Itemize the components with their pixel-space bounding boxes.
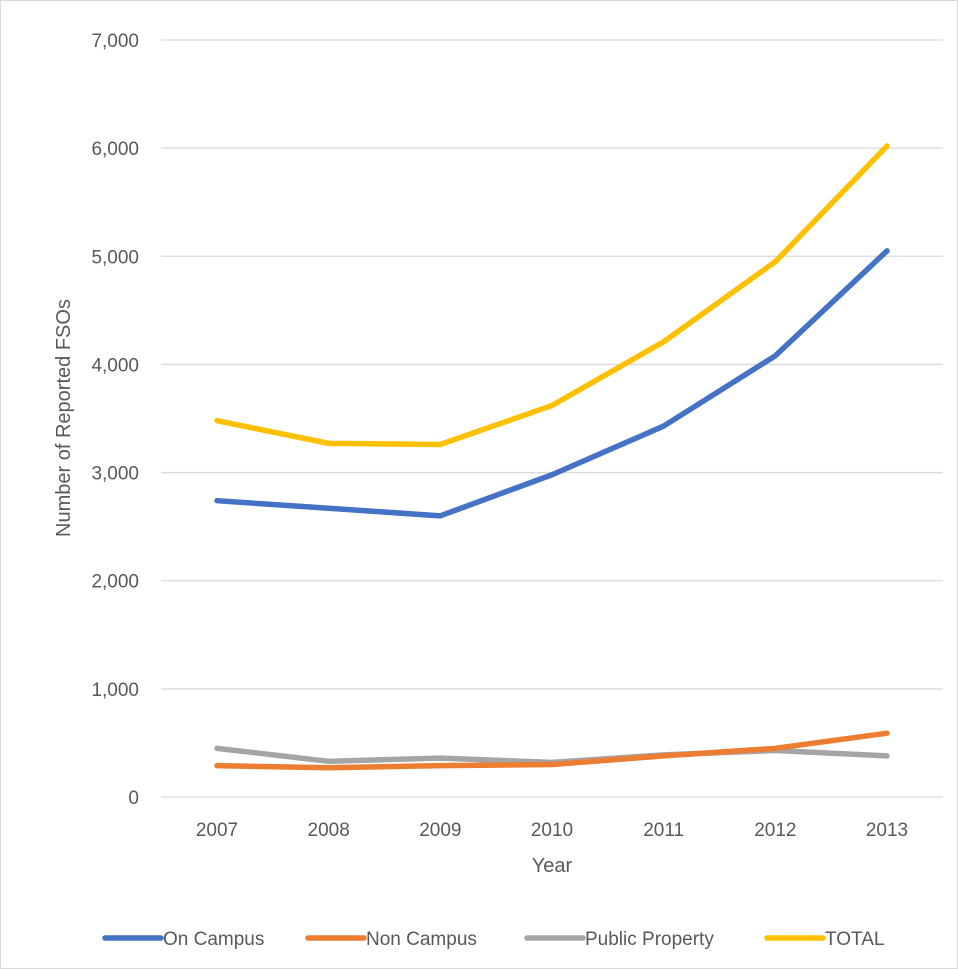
legend-label-on-campus: On Campus xyxy=(163,929,264,950)
legend-label-public-property: Public Property xyxy=(585,929,714,950)
y-tick-label: 6,000 xyxy=(91,139,139,160)
series-line-public-property xyxy=(214,745,890,766)
y-tick-label: 1,000 xyxy=(91,680,139,701)
y-tick-label: 5,000 xyxy=(91,247,139,268)
series-line-non-campus xyxy=(214,730,890,771)
x-tick-label: 2013 xyxy=(866,820,908,841)
y-tick-label: 2,000 xyxy=(91,572,139,593)
x-axis-title: Year xyxy=(532,855,573,877)
legend-label-non-campus: Non Campus xyxy=(366,929,477,950)
series-line-total xyxy=(214,143,890,448)
legend-label-total: TOTAL xyxy=(825,929,884,950)
series-line-on-campus xyxy=(214,248,890,519)
gridlines xyxy=(161,39,943,798)
y-tick-label: 7,000 xyxy=(91,31,139,52)
x-tick-label: 2008 xyxy=(308,820,350,841)
series-lines xyxy=(214,143,890,771)
x-tick-label: 2007 xyxy=(196,820,238,841)
y-tick-label: 0 xyxy=(128,788,139,809)
y-tick-label: 3,000 xyxy=(91,464,139,485)
x-axis-ticks: 2007 2008 2009 2010 2011 2012 2013 xyxy=(196,820,908,841)
legend: On Campus Non Campus Public Property TOTAL xyxy=(102,929,884,950)
y-axis-ticks: 0 1,000 2,000 3,000 4,000 5,000 6,000 7,000 xyxy=(91,31,139,809)
x-tick-label: 2011 xyxy=(643,820,684,841)
x-tick-label: 2009 xyxy=(419,820,461,841)
x-tick-label: 2010 xyxy=(531,820,573,841)
y-tick-label: 4,000 xyxy=(91,355,139,376)
y-axis-title: Number of Reported FSOs xyxy=(53,299,75,537)
x-tick-label: 2012 xyxy=(754,820,796,841)
